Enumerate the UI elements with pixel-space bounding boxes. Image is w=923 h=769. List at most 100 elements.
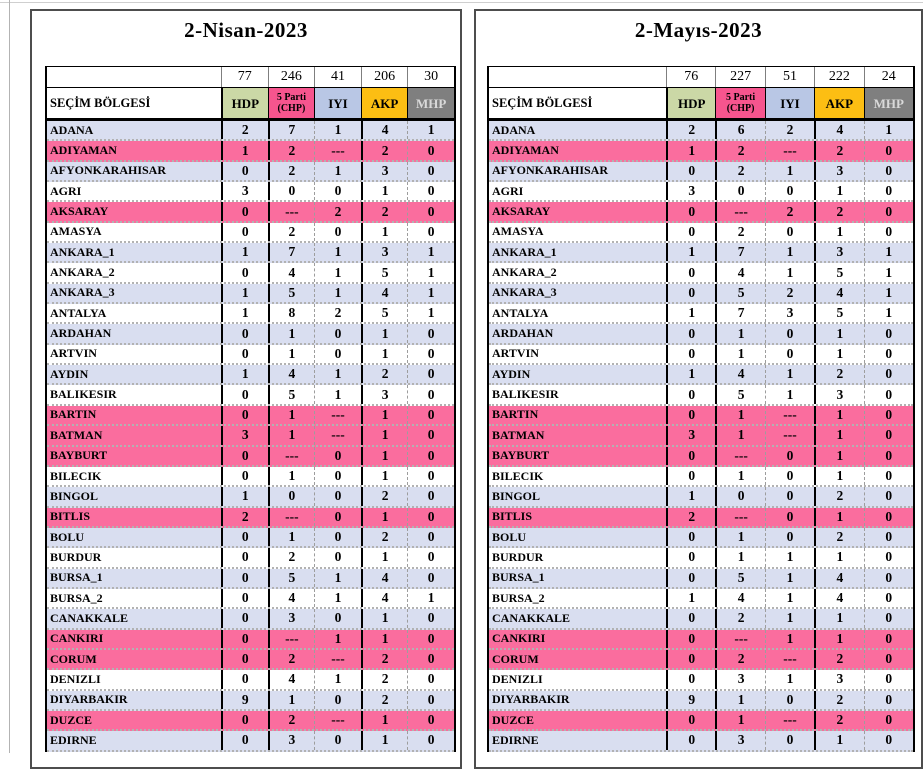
seat-count-cell: 0: [666, 710, 715, 730]
seat-count-cell: 0: [863, 385, 913, 404]
seat-count-cell: 0: [407, 507, 454, 526]
seat-count-cell: 0: [407, 629, 454, 648]
seat-count-cell: 2: [360, 202, 408, 221]
seat-count-cell: 1: [715, 548, 764, 567]
region-cell: BURSA_1: [492, 570, 545, 585]
seat-count-cell: 7: [267, 243, 315, 262]
seat-count-cell: 0: [407, 385, 454, 404]
seat-count-cell: 0: [407, 568, 454, 587]
region-cell: DENIZLI: [492, 671, 543, 686]
table-row: AYDIN 1 4 1 2 0: [489, 365, 913, 386]
seat-count-cell: 2: [360, 141, 408, 160]
region-cell: ADANA: [50, 122, 94, 137]
region-cell: AYDIN: [50, 366, 89, 381]
seat-count-cell: 1: [360, 405, 408, 425]
region-cell: ARDAHAN: [50, 326, 112, 341]
seat-count-cell: 1: [360, 426, 408, 445]
seat-count-cell: 0: [863, 344, 913, 364]
region-cell: BINGOL: [50, 488, 99, 503]
seat-count-cell: 1: [814, 548, 863, 567]
seat-count-cell: 0: [666, 283, 715, 303]
seat-count-cell: 1: [221, 243, 268, 262]
seat-count-cell: 1: [764, 161, 814, 181]
party-label: HDP: [677, 95, 706, 111]
seat-count-cell: 0: [863, 202, 913, 221]
seat-count-cell: 1: [314, 283, 361, 303]
region-cell: AFYONKARAHISAR: [50, 163, 167, 178]
seat-count-cell: 1: [715, 527, 764, 547]
seat-count-cell: ---: [314, 710, 361, 730]
seat-count-cell: ---: [267, 446, 315, 465]
region-cell: BAYBURT: [492, 448, 550, 463]
seat-count-cell: 5: [715, 568, 764, 587]
seat-count-cell: 4: [267, 263, 315, 282]
seat-count-cell: 0: [764, 344, 814, 364]
region-cell: BARTIN: [492, 407, 539, 422]
party-label: MHP: [873, 95, 904, 111]
table-row: ANKARA_3 0 5 2 4 1: [489, 283, 913, 305]
seat-count-cell: 2: [715, 649, 764, 669]
region-cell: BITLIS: [492, 509, 533, 524]
seat-count-cell: 0: [221, 405, 268, 425]
seat-count-cell: 1: [360, 710, 408, 730]
seat-count-cell: 0: [407, 141, 454, 160]
region-cell: BOLU: [492, 529, 527, 544]
seat-count-cell: 3: [814, 161, 863, 181]
seat-count-cell: 1: [407, 263, 454, 282]
seat-count-cell: 1: [221, 304, 268, 323]
seat-count-cell: 4: [715, 588, 764, 608]
seat-count-cell: 0: [666, 263, 715, 282]
seat-count-cell: 1: [267, 324, 315, 343]
seat-count-cell: 0: [863, 548, 913, 567]
seat-count-cell: 2: [715, 141, 764, 160]
seat-count-cell: 1: [267, 426, 315, 445]
table-row: AYDIN 1 4 1 2 0: [47, 365, 454, 386]
seat-count-cell: 1: [863, 263, 913, 282]
seat-count-cell: 0: [863, 324, 913, 343]
seat-count-cell: 3: [360, 243, 408, 262]
table-row: BATMAN 3 1 --- 1 0: [489, 426, 913, 447]
table-row: DENIZLI 0 3 1 3 0: [489, 670, 913, 691]
table-row: BARTIN 0 1 --- 1 0: [489, 405, 913, 427]
seat-count-cell: 0: [221, 324, 268, 343]
region-cell: BURDUR: [492, 549, 544, 564]
seat-count-cell: 1: [314, 670, 361, 689]
table-row: BURDUR 0 1 1 1 0: [489, 548, 913, 569]
region-cell: BILECIK: [50, 468, 102, 483]
seat-count-cell: 0: [666, 446, 715, 465]
region-cell: ANKARA_3: [50, 285, 115, 300]
results-table-may: 76 227 51 222 24 SEÇİM BÖLGESİ HDP 5 Parti (CHP)…: [487, 66, 915, 752]
seat-count-cell: 1: [814, 324, 863, 343]
region-column-header: SEÇİM BÖLGESİ: [492, 95, 593, 110]
region-cell: BURDUR: [50, 549, 102, 564]
seat-count-cell: 2: [814, 487, 863, 506]
seat-count-cell: 1: [314, 243, 361, 262]
panel-title-april: 2-Nisan-2023: [184, 18, 308, 42]
region-cell: CANAKKALE: [492, 610, 571, 625]
seat-count-cell: 1: [267, 690, 315, 709]
seat-count-cell: 0: [764, 324, 814, 343]
seat-count-cell: 1: [221, 487, 268, 506]
seat-count-cell: 3: [715, 731, 764, 750]
table-row: BURSA_1 0 5 1 4 0: [47, 568, 454, 589]
region-cell: ANKARA_1: [50, 244, 115, 259]
table-row: DIYARBAKIR 9 1 0 2 0: [47, 690, 454, 711]
seat-count-cell: 0: [407, 222, 454, 242]
seat-count-cell: 0: [715, 182, 764, 201]
seat-count-cell: 0: [863, 507, 913, 526]
seat-count-cell: 0: [221, 202, 268, 221]
region-cell: CORUM: [492, 651, 539, 666]
region-cell: AGRI: [492, 183, 524, 198]
seat-count-cell: 3: [360, 161, 408, 181]
seat-count-cell: 2: [814, 527, 863, 547]
seat-count-cell: 0: [314, 487, 361, 506]
region-cell: AGRI: [50, 183, 82, 198]
party-sublabel: (CHP): [277, 103, 306, 114]
seat-count-cell: 0: [764, 446, 814, 465]
seat-count-cell: 1: [360, 609, 408, 628]
party-header-iyi: IYI: [764, 88, 815, 118]
seat-count-cell: 1: [764, 243, 814, 262]
party-label: AKP: [370, 95, 399, 111]
seat-count-cell: 0: [407, 466, 454, 486]
seat-count-cell: 0: [407, 405, 454, 425]
